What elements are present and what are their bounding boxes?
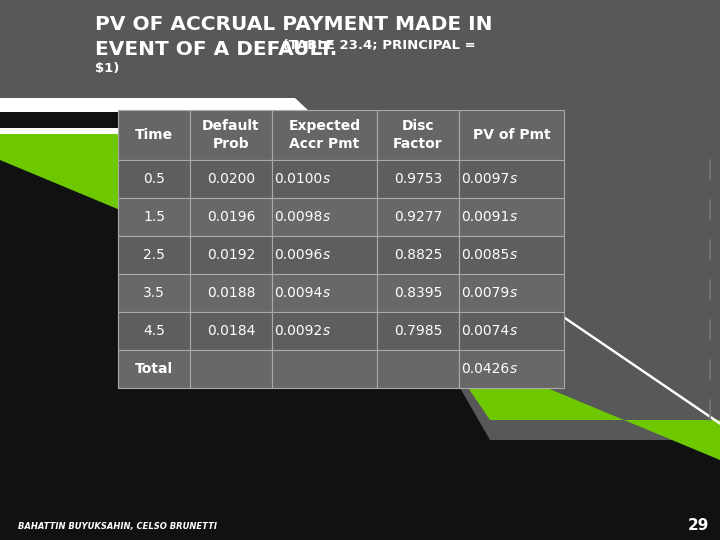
Bar bbox=[190, 236, 272, 274]
Text: EVENT OF A DEFAULT.: EVENT OF A DEFAULT. bbox=[95, 40, 337, 59]
Text: PV of Pmt: PV of Pmt bbox=[473, 128, 550, 142]
Bar bbox=[377, 160, 459, 198]
Bar bbox=[459, 312, 564, 350]
Text: 0.0092: 0.0092 bbox=[274, 324, 323, 338]
Text: 0.9753: 0.9753 bbox=[394, 172, 442, 186]
Bar bbox=[190, 350, 272, 388]
Bar bbox=[272, 350, 377, 388]
Text: (TABLE 23.4; PRINCIPAL =: (TABLE 23.4; PRINCIPAL = bbox=[278, 39, 476, 52]
Text: 0.8395: 0.8395 bbox=[394, 286, 442, 300]
Text: 0.0192: 0.0192 bbox=[207, 248, 255, 262]
Text: 0.0200: 0.0200 bbox=[207, 172, 255, 186]
Text: s: s bbox=[323, 210, 330, 224]
Text: BAHATTIN BUYUKSAHIN, CELSO BRUNETTI: BAHATTIN BUYUKSAHIN, CELSO BRUNETTI bbox=[18, 522, 217, 530]
Text: 0.0094: 0.0094 bbox=[274, 286, 323, 300]
Text: 0.8825: 0.8825 bbox=[394, 248, 442, 262]
Bar bbox=[190, 198, 272, 236]
Bar bbox=[118, 274, 190, 312]
Bar bbox=[190, 110, 272, 160]
Bar bbox=[118, 110, 190, 160]
Text: 0.0100: 0.0100 bbox=[274, 172, 323, 186]
Text: 0.0097: 0.0097 bbox=[462, 172, 510, 186]
Text: s: s bbox=[510, 210, 517, 224]
Bar bbox=[118, 236, 190, 274]
Text: 0.0091: 0.0091 bbox=[461, 210, 510, 224]
Bar bbox=[190, 160, 272, 198]
Text: 0.5: 0.5 bbox=[143, 172, 165, 186]
Polygon shape bbox=[0, 128, 720, 425]
Text: 0.7985: 0.7985 bbox=[394, 324, 442, 338]
Text: 0.0426: 0.0426 bbox=[462, 362, 510, 376]
Bar bbox=[377, 110, 459, 160]
Bar bbox=[459, 198, 564, 236]
Bar bbox=[190, 312, 272, 350]
Text: 29: 29 bbox=[688, 518, 708, 534]
Bar bbox=[377, 312, 459, 350]
Text: Expected
Accr Pmt: Expected Accr Pmt bbox=[289, 119, 361, 151]
Bar bbox=[272, 198, 377, 236]
Bar bbox=[459, 350, 564, 388]
Text: Time: Time bbox=[135, 128, 173, 142]
Bar bbox=[118, 198, 190, 236]
Text: s: s bbox=[323, 172, 330, 186]
Text: Default
Prob: Default Prob bbox=[202, 119, 260, 151]
Text: Total: Total bbox=[135, 362, 173, 376]
Polygon shape bbox=[0, 110, 720, 540]
Bar bbox=[272, 160, 377, 198]
Polygon shape bbox=[0, 98, 310, 112]
Bar bbox=[272, 110, 377, 160]
Text: s: s bbox=[510, 286, 517, 300]
Bar bbox=[118, 350, 190, 388]
Text: s: s bbox=[510, 172, 517, 186]
Text: s: s bbox=[323, 248, 330, 262]
Text: 0.0188: 0.0188 bbox=[207, 286, 256, 300]
Text: 0.0079: 0.0079 bbox=[462, 286, 510, 300]
Text: s: s bbox=[510, 362, 517, 376]
Text: PV OF ACCRUAL PAYMENT MADE IN: PV OF ACCRUAL PAYMENT MADE IN bbox=[95, 15, 492, 34]
Bar bbox=[459, 160, 564, 198]
Text: s: s bbox=[510, 248, 517, 262]
Text: 0.9277: 0.9277 bbox=[394, 210, 442, 224]
Bar bbox=[459, 236, 564, 274]
Bar bbox=[377, 198, 459, 236]
Text: 0.0184: 0.0184 bbox=[207, 324, 255, 338]
Text: 3.5: 3.5 bbox=[143, 286, 165, 300]
Bar bbox=[190, 274, 272, 312]
Text: 0.0096: 0.0096 bbox=[274, 248, 323, 262]
Text: 0.0196: 0.0196 bbox=[207, 210, 256, 224]
Bar bbox=[377, 274, 459, 312]
Bar bbox=[377, 236, 459, 274]
Text: 1.5: 1.5 bbox=[143, 210, 165, 224]
Text: Disc
Factor: Disc Factor bbox=[393, 119, 443, 151]
Polygon shape bbox=[0, 130, 720, 460]
Text: 2.5: 2.5 bbox=[143, 248, 165, 262]
Bar bbox=[459, 274, 564, 312]
Text: s: s bbox=[323, 324, 330, 338]
Text: $1): $1) bbox=[95, 62, 120, 75]
Bar bbox=[459, 110, 564, 160]
Bar bbox=[118, 160, 190, 198]
Bar bbox=[118, 312, 190, 350]
Text: s: s bbox=[323, 286, 330, 300]
Bar bbox=[272, 274, 377, 312]
Text: 4.5: 4.5 bbox=[143, 324, 165, 338]
Text: 0.0085: 0.0085 bbox=[462, 248, 510, 262]
Bar bbox=[272, 236, 377, 274]
Bar bbox=[377, 350, 459, 388]
Text: s: s bbox=[510, 324, 517, 338]
Bar bbox=[272, 312, 377, 350]
Text: 0.0074: 0.0074 bbox=[462, 324, 510, 338]
Text: 0.0098: 0.0098 bbox=[274, 210, 323, 224]
